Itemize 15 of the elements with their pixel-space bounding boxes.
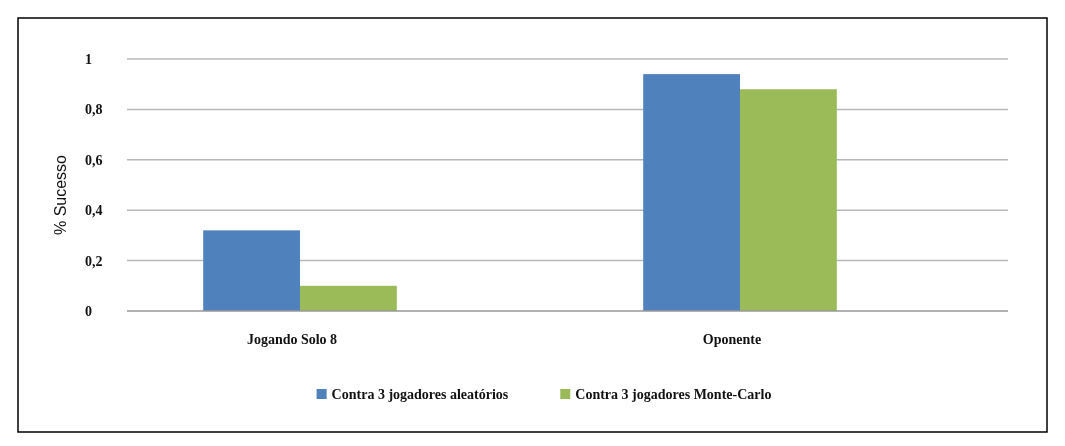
legend-label: Contra 3 jogadores Monte-Carlo: [575, 386, 772, 402]
y-tick-label: 0: [85, 303, 92, 319]
y-axis-title: % Sucesso: [52, 154, 69, 236]
bar: [643, 74, 740, 311]
x-tick-label: Jogando Solo 8: [246, 332, 338, 347]
y-tick-label: 0,4: [85, 203, 103, 219]
y-tick-label: 0,2: [85, 253, 103, 269]
y-tick-label: 0,6: [85, 152, 103, 168]
legend-label: Contra 3 jogadores aleatórios: [331, 386, 509, 402]
bar: [740, 89, 837, 311]
x-tick-label: Oponente: [702, 332, 762, 347]
bar: [203, 230, 300, 311]
y-tick-label: 0,8: [85, 102, 103, 118]
y-tick-label: 1: [85, 51, 92, 67]
bar: [300, 285, 397, 311]
